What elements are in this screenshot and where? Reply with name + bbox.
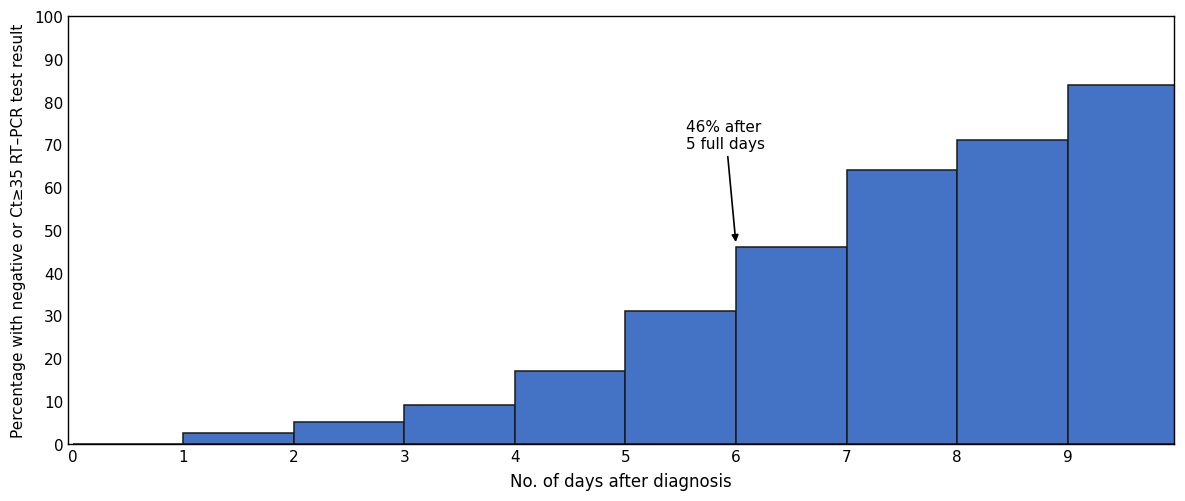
Text: 46% after
5 full days: 46% after 5 full days (686, 120, 766, 241)
Bar (626, 312, 736, 444)
Bar (184, 433, 294, 444)
Bar (957, 141, 1068, 444)
X-axis label: No. of days after diagnosis: No. of days after diagnosis (511, 472, 732, 490)
Bar (404, 405, 515, 444)
Bar (294, 422, 404, 444)
Bar (1068, 85, 1178, 444)
Y-axis label: Percentage with negative or Ct≥35 RT–PCR test result: Percentage with negative or Ct≥35 RT–PCR… (11, 24, 26, 437)
Bar (515, 371, 626, 444)
Bar (846, 171, 957, 444)
Bar (736, 247, 846, 444)
